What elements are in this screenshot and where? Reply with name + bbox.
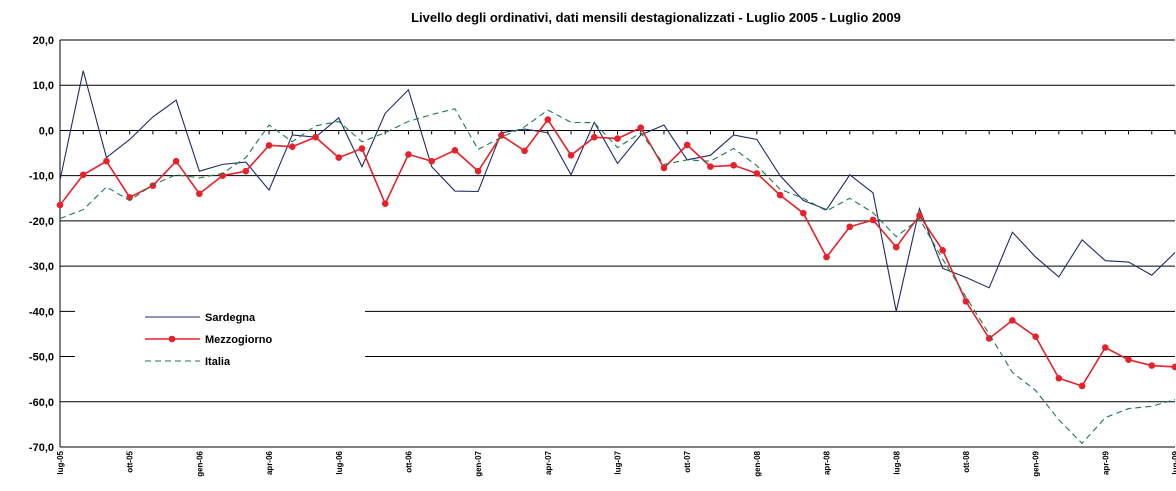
marker [544,116,552,123]
marker [428,157,435,165]
marker [869,216,877,224]
x-tick-label: lug-08 [892,450,901,474]
y-tick-label: -60,0 [29,397,54,409]
marker [846,223,854,231]
legend-marker [168,335,176,343]
marker [730,161,737,169]
legend-label: Sardegna [205,312,256,324]
marker [1102,344,1109,351]
x-tick-label: gen-08 [753,450,762,476]
x-tick-label: apr-09 [1101,450,1110,475]
marker [242,167,250,175]
x-tick-label: ott-06 [404,450,413,472]
y-tick-label: 20,0 [33,35,54,47]
x-tick-label: apr-06 [265,450,274,475]
marker [776,191,784,199]
x-tick-label: lug-05 [56,450,65,474]
marker [800,209,807,217]
marker [590,133,598,141]
marker [172,157,180,165]
x-tick-label: apr-08 [823,450,832,475]
y-tick-label: -50,0 [29,352,54,364]
marker [660,164,668,172]
marker [103,157,110,165]
x-tick-label: ott-07 [683,450,692,472]
y-tick-label: 0,0 [39,125,54,137]
legend-label: Mezzogiorno [205,334,272,346]
marker [196,190,203,198]
x-tick-label: gen-09 [1032,450,1041,476]
marker [683,141,691,149]
x-tick-label: lug-07 [614,450,623,474]
x-tick-label: ott-05 [126,450,135,472]
marker [335,154,343,161]
marker [405,151,412,158]
marker [567,152,575,159]
y-tick-label: -20,0 [29,216,54,228]
x-tick-label: gen-07 [474,450,483,476]
marker [312,133,319,141]
marker [521,147,528,155]
series-line [59,70,1176,312]
y-tick-label: -40,0 [29,306,54,318]
marker [1171,363,1176,371]
marker [1009,317,1016,324]
marker [753,170,761,177]
marker [56,201,64,209]
marker [614,135,621,142]
y-tick-label: -70,0 [29,442,54,454]
legend-box [75,302,365,376]
marker [962,298,970,305]
marker [1032,333,1039,340]
marker [1125,356,1132,364]
marker [823,253,830,261]
marker [637,124,645,132]
marker [265,142,273,149]
marker [707,163,714,170]
marker [1055,374,1063,382]
marker [1078,382,1086,390]
marker [498,132,505,139]
marker [79,171,87,179]
marker [288,143,296,151]
marker [939,246,947,254]
marker [916,212,923,219]
marker [892,243,900,251]
y-tick-label: 10,0 [33,80,54,92]
y-tick-label: -30,0 [29,261,54,273]
marker [451,147,459,154]
chart-title: Livello degli ordinativi, dati mensili d… [411,10,901,25]
marker [1148,362,1156,369]
x-tick-label: apr-07 [544,450,553,475]
marker [358,145,366,152]
legend-label: Italia [205,356,231,368]
marker [474,167,482,175]
x-tick-label: lug-09 [1171,450,1176,474]
y-tick-label: -10,0 [29,171,54,183]
series-line [59,108,1176,445]
x-tick-label: lug-06 [335,450,344,474]
x-tick-label: gen-06 [195,450,204,476]
marker [381,200,389,208]
x-tick-label: ott-08 [962,450,971,472]
